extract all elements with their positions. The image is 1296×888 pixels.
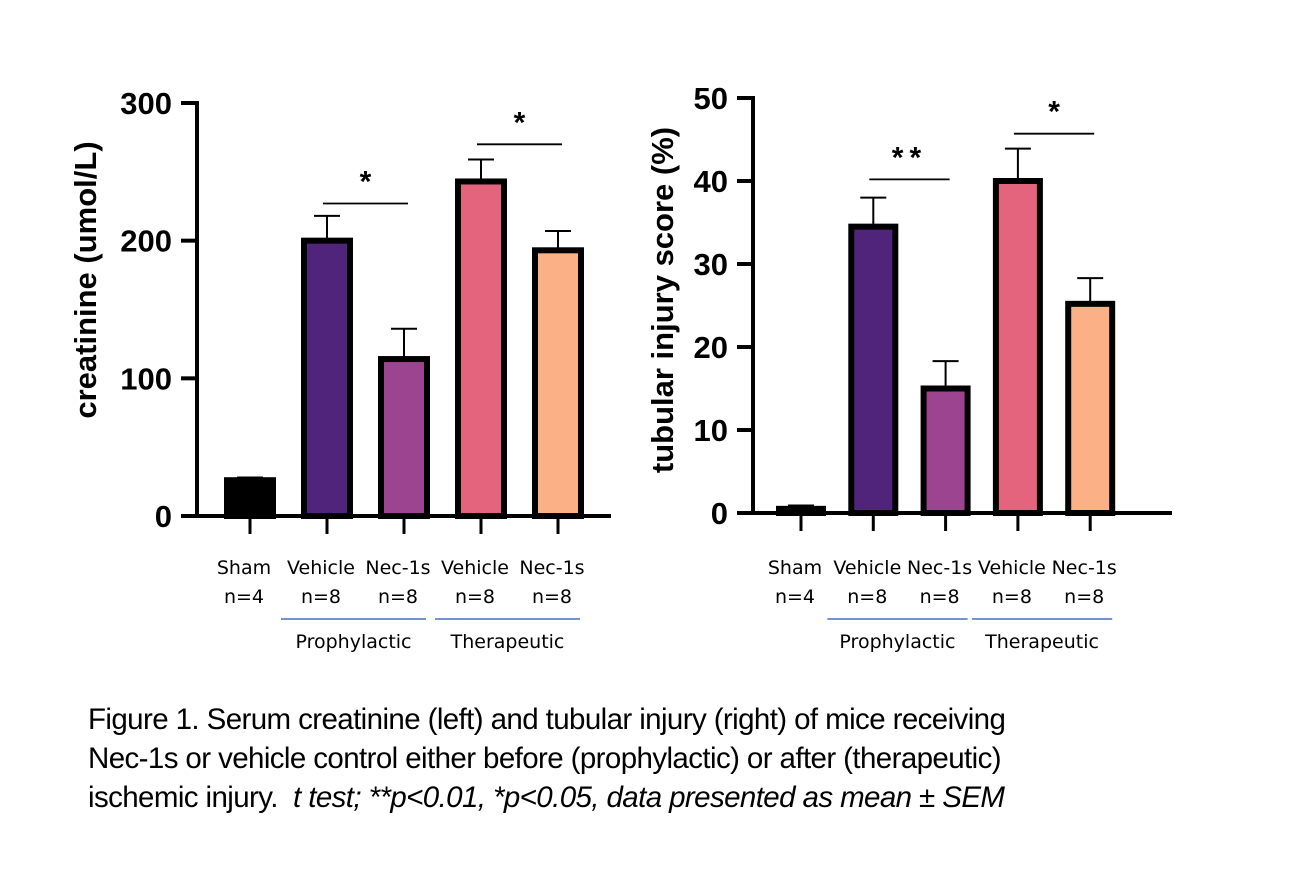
caption-statistics-note: t test; **p<0.01, *p<0.05, data presente… bbox=[293, 781, 1005, 814]
bar-vehicle bbox=[848, 223, 899, 516]
y-axis-title: tubular injury score (%) bbox=[645, 127, 680, 473]
category-n-label: n=8 bbox=[1064, 586, 1104, 608]
category-label: Vehicle bbox=[833, 557, 901, 579]
caption-line-1: Figure 1. Serum creatinine (left) and tu… bbox=[88, 703, 1006, 736]
category-label: Nec-1s bbox=[519, 557, 584, 579]
y-tick-label: 0 bbox=[155, 499, 172, 534]
caption-line-2: Nec-1s or vehicle control either before … bbox=[88, 742, 1002, 775]
y-tick-label: 20 bbox=[694, 330, 728, 365]
category-n-label: n=4 bbox=[224, 586, 264, 608]
y-tick-label: 50 bbox=[694, 81, 728, 116]
category-label: Nec-1s bbox=[1052, 557, 1117, 579]
caption-line-3: ischemic injury. t test; **p<0.01, *p<0.… bbox=[88, 778, 1228, 817]
creatinine-chart: 0 100 200 300 creatinine (umol/L) Sham n=4 Vehi… bbox=[68, 86, 611, 653]
group-label-therapeutic: Therapeutic bbox=[450, 631, 565, 653]
category-n-label: n=8 bbox=[920, 586, 960, 608]
category-n-label: n=8 bbox=[532, 586, 572, 608]
y-tick-label: 100 bbox=[120, 361, 172, 396]
y-tick-label: 30 bbox=[694, 247, 728, 282]
y-tick-label: 0 bbox=[711, 496, 728, 531]
caption-line-3-text: ischemic injury. bbox=[88, 781, 294, 814]
significance-marker: ** bbox=[892, 141, 927, 174]
significance-marker: * bbox=[514, 106, 526, 139]
bar-nec-1s bbox=[920, 385, 971, 516]
y-tick-label: 40 bbox=[694, 164, 728, 199]
category-label: Nec-1s bbox=[365, 557, 430, 579]
group-label-prophylactic: Prophylactic bbox=[839, 631, 955, 653]
y-tick-label: 200 bbox=[120, 224, 172, 259]
category-label: Sham bbox=[768, 557, 822, 579]
category-n-label: n=8 bbox=[992, 586, 1032, 608]
category-n-label: n=8 bbox=[847, 586, 887, 608]
significance-marker: * bbox=[1048, 96, 1060, 129]
y-axis-title: creatinine (umol/L) bbox=[68, 141, 103, 418]
category-n-label: n=8 bbox=[301, 586, 341, 608]
figure-caption: Figure 1. Serum creatinine (left) and tu… bbox=[88, 700, 1228, 817]
bar-nec-1s bbox=[532, 247, 584, 519]
category-label: Vehicle bbox=[978, 557, 1046, 579]
category-n-label: n=4 bbox=[775, 586, 815, 608]
group-label-therapeutic: Therapeutic bbox=[984, 631, 1099, 653]
bar-vehicle bbox=[992, 178, 1043, 516]
bar-nec-1s bbox=[378, 356, 430, 519]
category-label: Nec-1s bbox=[907, 557, 972, 579]
category-label: Vehicle bbox=[441, 557, 509, 579]
category-label: Sham bbox=[217, 557, 271, 579]
category-label: Vehicle bbox=[287, 557, 355, 579]
bar-vehicle bbox=[455, 178, 507, 519]
bar-sham bbox=[776, 505, 826, 517]
category-n-label: n=8 bbox=[455, 586, 495, 608]
tubular-injury-chart: 0 10 20 30 40 50 tubular injury score (%) Sham n… bbox=[645, 81, 1172, 653]
bar-vehicle bbox=[301, 237, 353, 520]
y-tick-label: 10 bbox=[694, 413, 728, 448]
y-tick-label: 300 bbox=[120, 86, 172, 121]
bar-nec-1s bbox=[1065, 300, 1116, 516]
group-label-prophylactic: Prophylactic bbox=[295, 631, 411, 653]
category-n-label: n=8 bbox=[378, 586, 418, 608]
bar-sham bbox=[224, 477, 276, 519]
significance-marker: * bbox=[360, 165, 372, 198]
